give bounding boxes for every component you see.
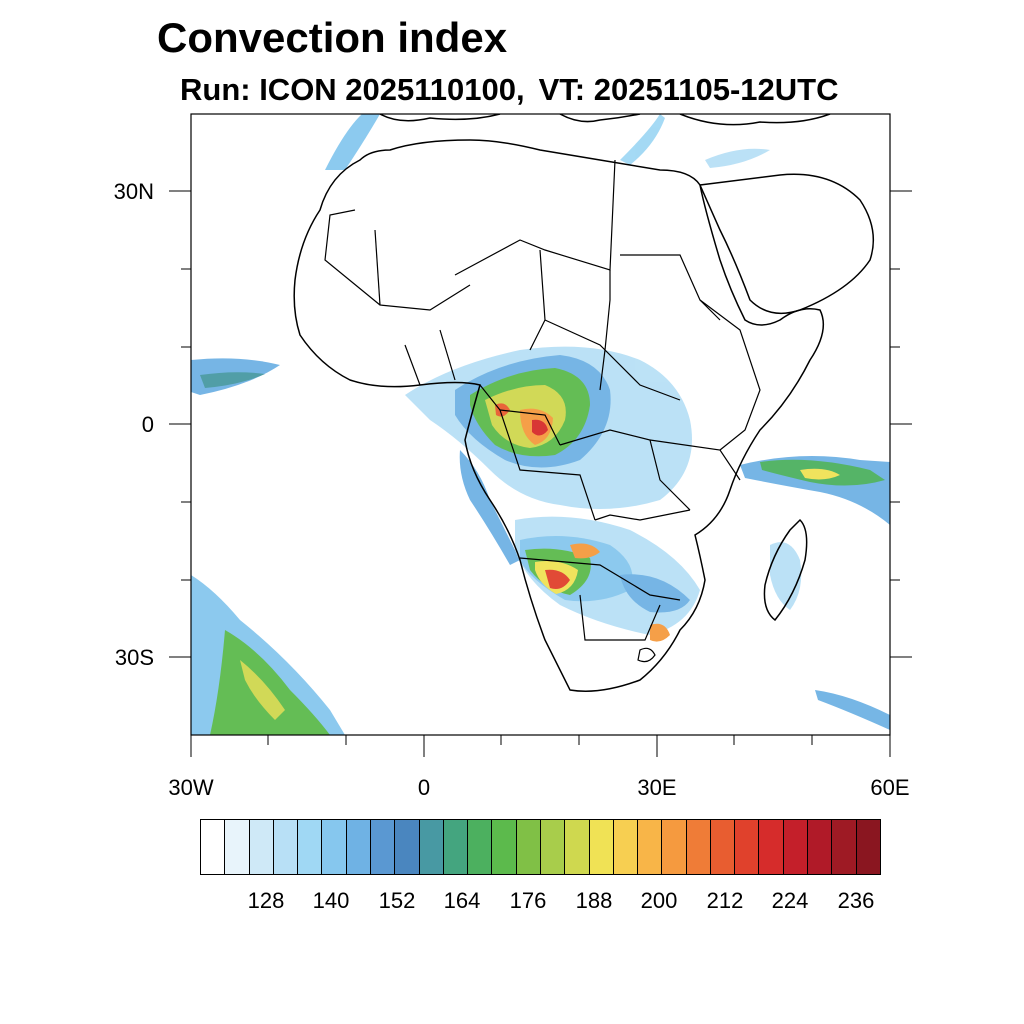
colorbar-swatch [249,820,274,874]
convection-north-atlantic [325,114,380,170]
lat-label-30n: 30N [113,179,154,204]
colorbar-swatch [225,820,250,874]
africa-coastline [293,139,825,692]
country-borders [324,159,761,663]
colorbar-label: 140 [312,888,350,913]
colorbar-swatch [808,820,833,874]
axis-ticks [169,190,912,757]
colorbar-swatch [565,820,590,874]
colorbar [200,819,881,875]
colorbar-swatch [832,820,857,874]
colorbar-swatch [589,820,614,874]
colorbar-swatch [662,820,687,874]
colorbar-swatch [638,820,663,874]
colorbar-swatch [735,820,760,874]
colorbar-label: 176 [509,888,547,913]
lon-label-30w: 30W [168,775,214,800]
colorbar-swatch [783,820,809,874]
europe-coastline [379,114,831,126]
colorbar-swatch [759,820,784,874]
colorbar-swatch [298,820,323,874]
colorbar-label: 152 [378,888,416,913]
colorbar-swatch [346,820,371,874]
colorbar-swatch [443,820,469,874]
colorbar-label: 200 [640,888,678,913]
map-plot-area [191,114,890,735]
madagascar [763,518,808,622]
colorbar-swatch [322,820,347,874]
chart-title: Convection index [157,14,508,61]
colorbar-swatch [395,820,420,874]
colorbar-swatch [273,820,299,874]
colorbar-swatch [201,820,226,874]
lat-label-30s: 30S [114,645,154,670]
colorbar-swatch [856,820,880,874]
colorbar-label: 128 [247,888,285,913]
lon-label-30e: 30E [637,775,677,800]
convection-field [191,114,890,735]
valid-time-label: VT: 20251105-12UTC [538,72,839,107]
colorbar-swatch [710,820,736,874]
lon-label-60e: 60E [870,775,910,800]
colorbar-swatch [613,820,639,874]
colorbar-swatch [516,820,541,874]
colorbar-swatch [686,820,711,874]
colorbar-swatch [370,820,396,874]
colorbar-label: 224 [771,888,809,913]
colorbar-label: 188 [575,888,613,913]
lon-label-0: 0 [417,775,431,800]
colorbar-label: 212 [706,888,744,913]
run-label: Run: ICON 2025110100, [180,72,525,107]
colorbar-label: 164 [443,888,481,913]
lat-label-0: 0 [141,412,154,437]
colorbar-swatch [419,820,444,874]
arabia-coastline [698,173,875,315]
run-info: Run: ICON 2025110100, VT: 20251105-12UTC [180,72,838,108]
colorbar-swatch [540,820,566,874]
colorbar-swatch [492,820,517,874]
colorbar-swatch [468,820,493,874]
colorbar-label: 236 [837,888,875,913]
